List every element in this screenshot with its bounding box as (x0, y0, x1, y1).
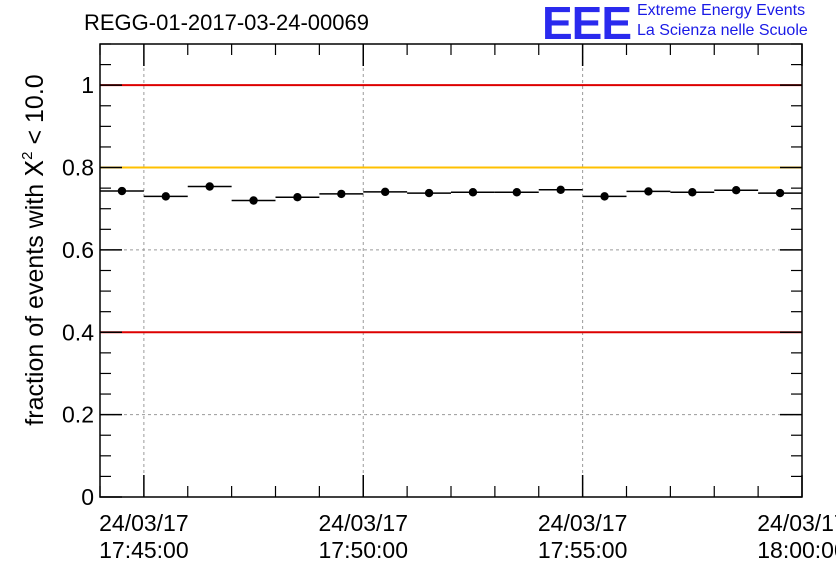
y-tick-labels: 0 0.2 0.4 0.6 0.8 1 (62, 72, 94, 510)
x-tick-label-time: 18:00:00 (757, 537, 836, 563)
y-axis-label: fraction of events with X2 < 10.0 (19, 74, 49, 425)
x-tick-labels: 24/03/1717:45:0024/03/1717:50:0024/03/17… (99, 510, 836, 563)
chart-title: REGG-01-2017-03-24-00069 (84, 10, 369, 35)
data-point (468, 188, 478, 197)
data-point (161, 192, 171, 201)
logo-line-extreme-energy-events: Extreme Energy Events (637, 2, 806, 19)
logo-line-scienza: La Scienza nelle Scuole (637, 22, 808, 39)
axis-ticks (99, 43, 803, 498)
reference-lines (100, 84, 802, 334)
data-point (644, 187, 653, 196)
data-point (337, 189, 346, 199)
plot-frame (99, 43, 803, 498)
eee-logo-mark: EEE (542, 0, 632, 49)
data-point (380, 187, 390, 197)
grid-lines (100, 44, 803, 497)
data-point (205, 182, 214, 191)
y-tick-label: 1 (81, 72, 94, 98)
x-tick-label-time: 17:55:00 (538, 537, 628, 563)
data-point (775, 188, 785, 198)
data-point (117, 186, 127, 196)
data-point (293, 192, 302, 202)
y-tick-label: 0.6 (62, 237, 94, 263)
data-point (688, 188, 697, 197)
x-tick-label-time: 17:50:00 (318, 537, 408, 563)
x-tick-label-date: 24/03/17 (757, 510, 836, 536)
y-tick-label: 0.4 (62, 319, 94, 345)
data-point (556, 185, 565, 194)
data-points (100, 182, 802, 205)
x-tick-label-time: 17:45:00 (99, 537, 189, 563)
data-point (512, 188, 522, 197)
y-tick-label: 0.2 (62, 402, 94, 428)
data-point (249, 196, 258, 205)
x-tick-label-date: 24/03/17 (99, 510, 189, 536)
x-tick-label-date: 24/03/17 (318, 510, 408, 536)
data-point (600, 192, 609, 201)
data-point (424, 188, 434, 198)
data-point (731, 185, 741, 195)
x-tick-label-date: 24/03/17 (538, 510, 628, 536)
y-tick-label: 0.8 (62, 155, 94, 181)
y-tick-label: 0 (81, 484, 94, 510)
